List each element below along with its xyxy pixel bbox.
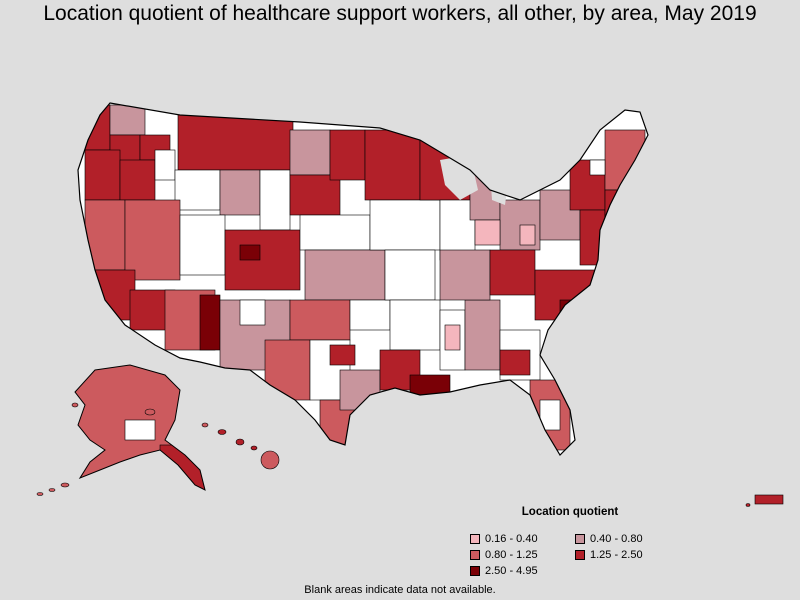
legend-label: 0.16 - 0.40: [485, 533, 538, 545]
legend-swatch: [470, 550, 480, 560]
legend-label: 0.40 - 0.80: [590, 533, 643, 545]
legend-swatch: [575, 550, 585, 560]
alaska-region: [75, 365, 205, 490]
legend-swatch: [470, 566, 480, 576]
puerto-rico-region: [745, 494, 784, 507]
legend-label: 2.50 - 4.95: [485, 565, 538, 577]
map-title: Location quotient of healthcare support …: [43, 2, 757, 25]
legend-item: 0.16 - 0.40: [470, 532, 575, 546]
legend-grid: 0.16 - 0.40 0.40 - 0.80 0.80 - 1.25 1.25…: [470, 532, 720, 578]
lower-48-outline: [77, 102, 649, 456]
legend-item: 0.80 - 1.25: [470, 548, 575, 562]
legend-swatch: [575, 534, 585, 544]
legend-item: 2.50 - 4.95: [470, 564, 575, 578]
hawaii-region: [201, 422, 280, 470]
aleutian-islands: [36, 402, 156, 496]
legend-label: 0.80 - 1.25: [485, 549, 538, 561]
legend-item: 1.25 - 2.50: [575, 548, 695, 562]
legend: Location quotient 0.16 - 0.40 0.40 - 0.8…: [470, 506, 720, 578]
legend-item: 0.40 - 0.80: [575, 532, 695, 546]
legend-title: Location quotient: [521, 506, 619, 518]
legend-label: 1.25 - 2.50: [590, 549, 643, 561]
lower-48-region: [78, 103, 648, 455]
legend-swatch: [470, 534, 480, 544]
footnote: Blank areas indicate data not available.: [304, 584, 496, 596]
alaska-outline: [74, 364, 206, 491]
